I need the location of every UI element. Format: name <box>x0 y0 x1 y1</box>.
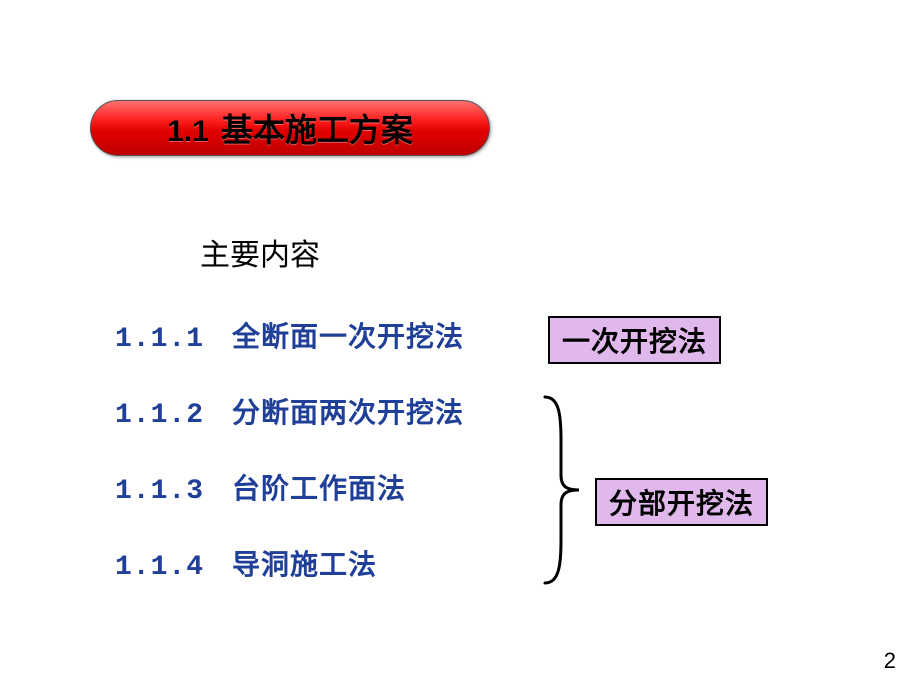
title-number: 1.1 <box>167 115 209 149</box>
title-text: 基本施工方案 <box>221 105 413 151</box>
tag-single-excavation: 一次开挖法 <box>548 316 721 364</box>
tag-multi-excavation: 分部开挖法 <box>595 478 768 526</box>
item-text: 台阶工作面法 <box>232 467 406 507</box>
content-list: 1.1.1 全断面一次开挖法 1.1.2 分断面两次开挖法 1.1.3 台阶工作… <box>115 315 464 619</box>
section-label: 主要内容 <box>200 230 320 274</box>
item-text: 导洞施工法 <box>232 543 377 583</box>
item-number: 1.1.2 <box>115 400 204 431</box>
item-text: 全断面一次开挖法 <box>232 315 464 355</box>
item-text: 分断面两次开挖法 <box>232 391 464 431</box>
list-item: 1.1.1 全断面一次开挖法 <box>115 315 464 355</box>
list-item: 1.1.2 分断面两次开挖法 <box>115 391 464 431</box>
list-item: 1.1.3 台阶工作面法 <box>115 467 464 507</box>
title-row: 1.1 基本施工方案 <box>167 105 413 151</box>
list-item: 1.1.4 导洞施工法 <box>115 543 464 583</box>
page-number: 2 <box>884 648 896 674</box>
item-number: 1.1.3 <box>115 476 204 507</box>
grouping-bracket <box>543 395 583 585</box>
title-banner: 1.1 基本施工方案 <box>90 100 490 156</box>
item-number: 1.1.4 <box>115 552 204 583</box>
item-number: 1.1.1 <box>115 324 204 355</box>
